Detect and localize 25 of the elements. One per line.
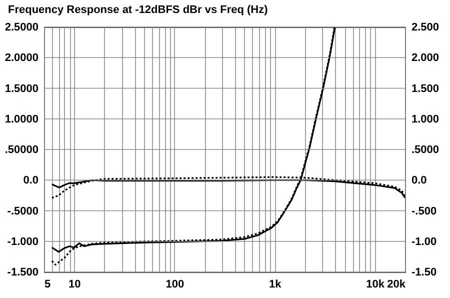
y-tick-label: 2.0000 xyxy=(4,52,38,64)
y2-tick-label: 1.500 xyxy=(412,82,440,95)
y2-tick-label: 1.000 xyxy=(412,113,440,126)
x-tick-label: 20k xyxy=(387,278,406,290)
y-tick-label: 1.0000 xyxy=(4,113,38,126)
y2-tick-label: 2.000 xyxy=(412,52,440,64)
x-tick-label: 100 xyxy=(166,278,184,290)
y2-tick-label: -.500 xyxy=(412,205,437,218)
x-tick-label: 1k xyxy=(268,278,282,290)
y2-tick-label: -1.50 xyxy=(412,266,437,278)
y-tick-label: -.5000 xyxy=(7,205,38,218)
y-tick-label: 1.5000 xyxy=(4,82,38,95)
x-tick-label: 5 xyxy=(44,278,51,290)
y-tick-label: .50000 xyxy=(4,144,38,156)
x-tick-label: 10k xyxy=(366,278,386,290)
y2-tick-label: .5000 xyxy=(412,144,440,156)
y2-tick-label: -1.00 xyxy=(412,236,437,248)
chart-title: Frequency Response at -12dBFS dBr vs Freq (Hz) xyxy=(8,4,268,16)
y-tick-label: 2.5000 xyxy=(4,22,38,34)
x-tick-label: 10 xyxy=(68,278,81,290)
y-tick-label: -1.000 xyxy=(7,236,38,248)
y2-tick-label: 0.0 xyxy=(412,174,427,187)
y-tick-label: 0.0 xyxy=(23,174,38,187)
y-tick-label: -1.500 xyxy=(7,266,38,278)
y2-tick-label: 2.500 xyxy=(412,22,440,34)
